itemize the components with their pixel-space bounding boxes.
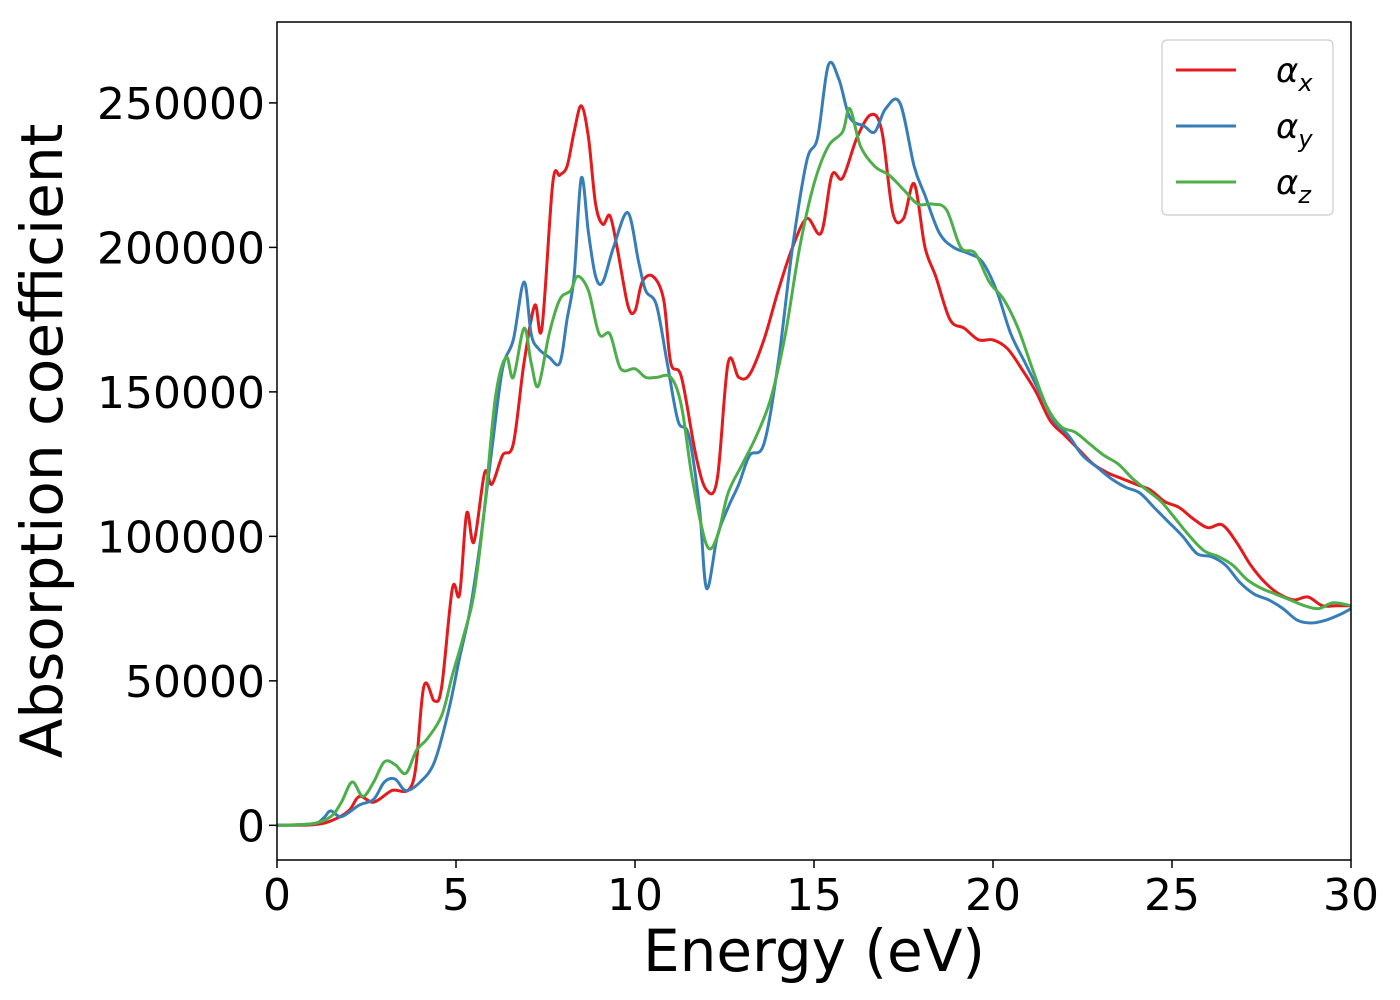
y-tick-label: 100000	[97, 512, 265, 563]
legend-label-z: αz	[1276, 163, 1312, 209]
x-axis-ticks: 0 5 10 15 20 25 30	[263, 860, 1379, 921]
legend-label-y: αy	[1276, 107, 1313, 153]
y-tick-label: 0	[237, 801, 265, 852]
series-line-z	[277, 107, 1351, 827]
y-axis-title: Absorption coefficient	[8, 124, 76, 759]
legend-box	[1161, 39, 1334, 216]
y-tick-label: 50000	[125, 657, 265, 708]
x-axis-title: Energy (eV)	[643, 917, 985, 985]
legend: αx αy αz	[1161, 39, 1334, 216]
y-axis-ticks: 0 50000 100000 150000 200000 250000	[97, 79, 277, 852]
x-tick-label: 5	[442, 870, 470, 921]
y-tick-label: 250000	[97, 79, 265, 130]
x-tick-label: 10	[607, 870, 663, 921]
x-tick-label: 30	[1323, 870, 1379, 921]
x-tick-label: 15	[786, 870, 842, 921]
series-line-x	[277, 104, 1351, 827]
x-tick-label: 25	[1144, 870, 1200, 921]
y-tick-label: 150000	[97, 368, 265, 419]
y-tick-label: 200000	[97, 223, 265, 274]
legend-label-x: αx	[1276, 51, 1313, 97]
x-tick-label: 20	[965, 870, 1021, 921]
x-tick-label: 0	[263, 870, 291, 921]
series-layer	[277, 60, 1351, 827]
